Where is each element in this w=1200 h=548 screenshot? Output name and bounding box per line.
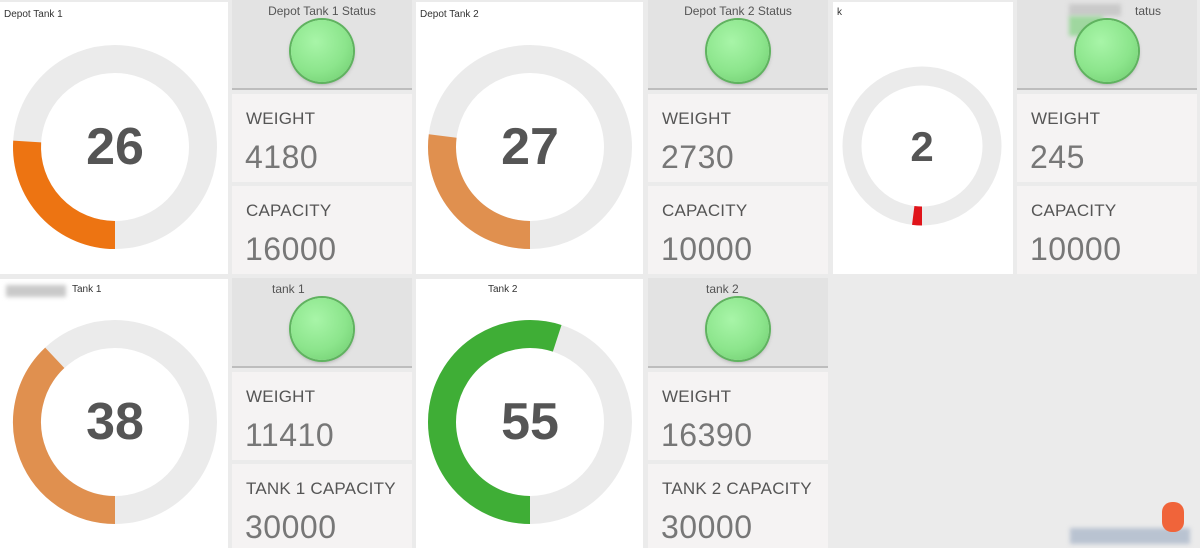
depot-tank-1-gauge-panel: Depot Tank 1 26 (0, 2, 228, 274)
capacity-label: TANK 1 CAPACITY (246, 479, 396, 498)
weight-label: WEIGHT (246, 109, 316, 128)
depot-tank-2-gauge: 27 (428, 45, 632, 249)
depot-tank-2-weight-panel: WEIGHT 2730 (648, 94, 828, 182)
weight-value: 11410 (245, 417, 335, 453)
weight-value: 16390 (661, 417, 753, 453)
depot-tank-2-status-panel: Depot Tank 2 Status (648, 0, 828, 90)
status-title: tank 2 (706, 282, 739, 296)
gauge-fill-arc (13, 347, 116, 524)
third-tank-gauge-value: 2 (910, 123, 933, 170)
tank-2-capacity-panel: TANK 2 CAPACITY 30000 (648, 464, 828, 548)
weight-label: WEIGHT (1031, 109, 1101, 128)
depot-tank-2-gauge-value: 27 (501, 118, 559, 176)
depot-tank-2-capacity-panel: CAPACITY 10000 (648, 186, 828, 274)
panel-title: Depot Tank 1 (4, 9, 63, 20)
status-title: Depot Tank 2 Status (684, 4, 792, 18)
capacity-value: 30000 (245, 509, 337, 545)
tank-1-gauge: 38 (13, 320, 217, 524)
third-tank-capacity-panel: CAPACITY 10000 (1017, 186, 1197, 274)
tank-2-status-panel: tank 2 (648, 278, 828, 368)
tank-2-gauge: 55 (428, 320, 632, 524)
weight-label: WEIGHT (662, 387, 732, 406)
status-title: tank 1 (272, 282, 305, 296)
weight-value: 4180 (245, 139, 319, 175)
tank-2-weight-panel: WEIGHT 16390 (648, 372, 828, 460)
tank-1-capacity-panel: TANK 1 CAPACITY 30000 (232, 464, 412, 548)
status-title: tatus (1135, 4, 1162, 18)
tank-2-gauge-value: 55 (501, 393, 559, 451)
capacity-value: 16000 (245, 231, 337, 267)
capacity-value: 10000 (661, 231, 753, 267)
gauge-fill-arc (428, 134, 531, 249)
capacity-label: CAPACITY (246, 201, 332, 220)
redacted-title (6, 285, 66, 297)
gauge-fill-arc (13, 140, 116, 249)
capacity-value: 10000 (1030, 231, 1122, 267)
depot-tank-2-gauge-panel: Depot Tank 2 27 (416, 2, 643, 274)
weight-value: 2730 (661, 139, 735, 175)
status-indicator-light (707, 298, 769, 360)
depot-tank-1-gauge: 26 (13, 45, 217, 249)
capacity-label: CAPACITY (662, 201, 748, 220)
capacity-label: TANK 2 CAPACITY (662, 479, 812, 498)
tank-1-weight-panel: WEIGHT 11410 (232, 372, 412, 460)
weight-value: 245 (1030, 139, 1085, 175)
redacted-taskbar (1070, 528, 1190, 544)
weight-label: WEIGHT (246, 387, 316, 406)
tank-1-gauge-value: 38 (86, 393, 144, 451)
third-tank-gauge: 2 (842, 66, 1002, 226)
status-indicator-light (1076, 20, 1138, 82)
tank-1-gauge-panel: Tank 1 38 (0, 279, 228, 548)
panel-title: Tank 1 (72, 284, 102, 295)
alert-badge-icon[interactable] (1162, 502, 1184, 532)
gauge-fill-arc (912, 206, 923, 226)
depot-tank-1-capacity-panel: CAPACITY 16000 (232, 186, 412, 274)
status-title: Depot Tank 1 Status (268, 4, 376, 18)
third-tank-status-panel: tatus (1017, 0, 1197, 90)
redacted-title (1069, 4, 1121, 16)
panel-title: k (837, 7, 842, 18)
depot-tank-1-status-panel: Depot Tank 1 Status (232, 0, 412, 90)
panel-title: Tank 2 (488, 284, 518, 295)
tank-2-gauge-panel: Tank 2 55 (416, 279, 643, 548)
depot-tank-1-gauge-value: 26 (86, 118, 144, 176)
panel-title: Depot Tank 2 (420, 9, 479, 20)
gauge-fill-arc (428, 320, 562, 524)
third-tank-gauge-panel: k 2 (833, 2, 1013, 274)
capacity-label: CAPACITY (1031, 201, 1117, 220)
third-tank-weight-panel: WEIGHT 245 (1017, 94, 1197, 182)
depot-tank-1-weight-panel: WEIGHT 4180 (232, 94, 412, 182)
capacity-value: 30000 (661, 509, 753, 545)
status-indicator-light (291, 20, 353, 82)
status-indicator-light (707, 20, 769, 82)
weight-label: WEIGHT (662, 109, 732, 128)
status-indicator-light (291, 298, 353, 360)
tank-1-status-panel: tank 1 (232, 278, 412, 368)
